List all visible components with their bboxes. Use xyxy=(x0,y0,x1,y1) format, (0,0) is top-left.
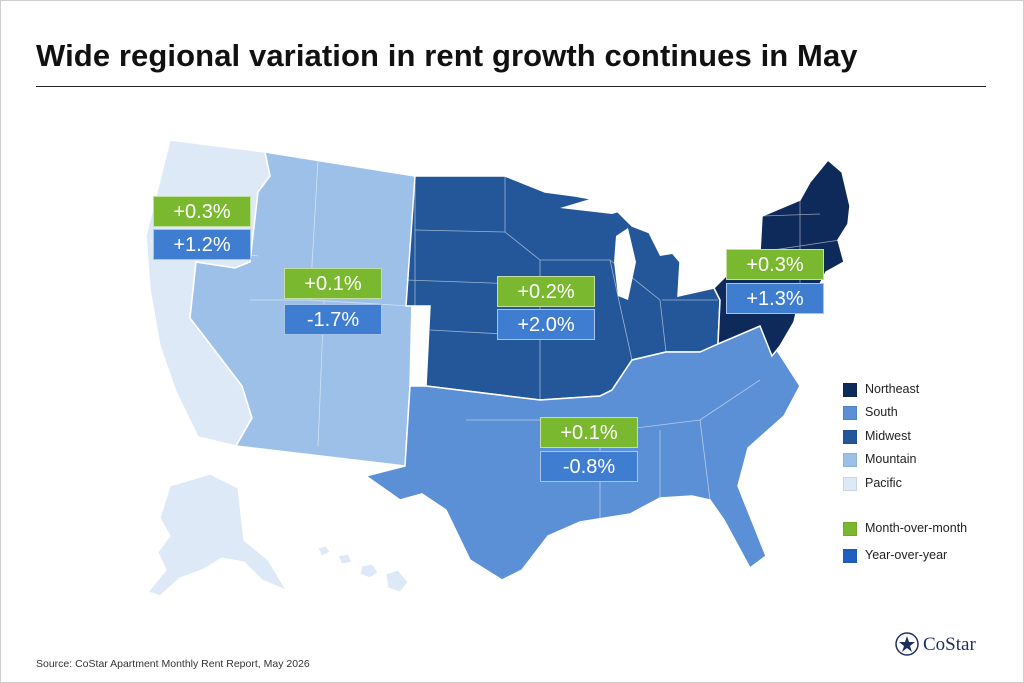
legend-label-mountain: Mountain xyxy=(865,452,917,466)
region-pacific-alaska xyxy=(146,473,288,597)
mountain-mom-value: +0.1% xyxy=(284,268,382,299)
legend-swatch-northeast xyxy=(843,383,857,397)
south-mom-value: +0.1% xyxy=(540,417,638,448)
legend-label-year-over-year: Year-over-year xyxy=(865,548,948,562)
south-yoy-value: -0.8% xyxy=(540,451,638,482)
northeast-yoy-value: +1.3% xyxy=(726,283,824,314)
legend-label-month-over-month: Month-over-month xyxy=(865,521,968,535)
pacific-yoy-value: +1.2% xyxy=(153,229,251,260)
legend-swatch-mountain xyxy=(843,453,857,467)
page-title: Wide regional variation in rent growth c… xyxy=(36,38,858,73)
mountain-yoy-value: -1.7% xyxy=(284,304,382,335)
legend-label-south: South xyxy=(865,405,898,419)
pacific-mom-value: +0.3% xyxy=(153,196,251,227)
midwest-mom-value: +0.2% xyxy=(497,276,595,307)
legend-swatch-pacific xyxy=(843,477,857,491)
legend-swatch-midwest xyxy=(843,430,857,444)
legend-label-northeast: Northeast xyxy=(865,382,920,396)
costar-star-icon xyxy=(895,632,919,656)
legend-label-pacific: Pacific xyxy=(865,476,902,490)
great-lakes xyxy=(560,196,756,300)
midwest-yoy-value: +2.0% xyxy=(497,309,595,340)
logo-text: CoStar xyxy=(923,634,976,655)
region-pacific-hawaii xyxy=(317,545,409,593)
title-divider xyxy=(36,86,986,87)
northeast-mom-value: +0.3% xyxy=(726,249,824,280)
legend-swatch-year-over-year xyxy=(843,549,857,563)
legend-swatch-south xyxy=(843,406,857,420)
legend-swatch-month-over-month xyxy=(843,522,857,536)
source-note: Source: CoStar Apartment Monthly Rent Re… xyxy=(36,658,310,670)
legend-label-midwest: Midwest xyxy=(865,429,911,443)
